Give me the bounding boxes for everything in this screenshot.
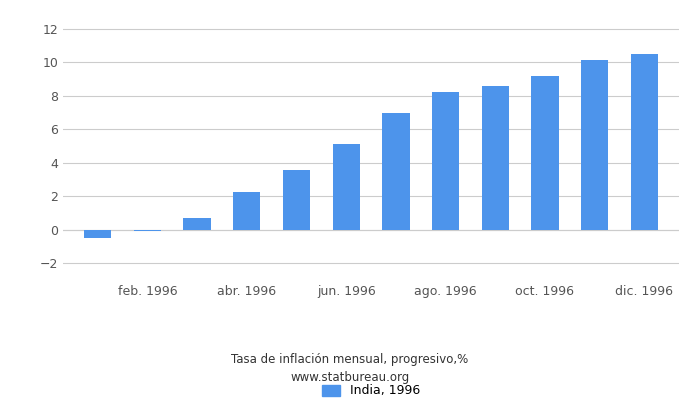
Bar bbox=[432, 92, 459, 230]
Legend: India, 1996: India, 1996 bbox=[316, 379, 426, 400]
Text: Tasa de inflación mensual, progresivo,%: Tasa de inflación mensual, progresivo,% bbox=[232, 354, 468, 366]
Bar bbox=[183, 218, 211, 230]
Bar bbox=[382, 113, 410, 230]
Bar bbox=[134, 230, 161, 232]
Bar bbox=[581, 60, 608, 230]
Bar bbox=[531, 76, 559, 230]
Bar bbox=[283, 170, 310, 230]
Bar bbox=[631, 54, 658, 230]
Bar bbox=[482, 86, 509, 230]
Bar bbox=[332, 144, 360, 230]
Bar bbox=[233, 192, 260, 230]
Text: www.statbureau.org: www.statbureau.org bbox=[290, 372, 410, 384]
Bar bbox=[84, 230, 111, 238]
